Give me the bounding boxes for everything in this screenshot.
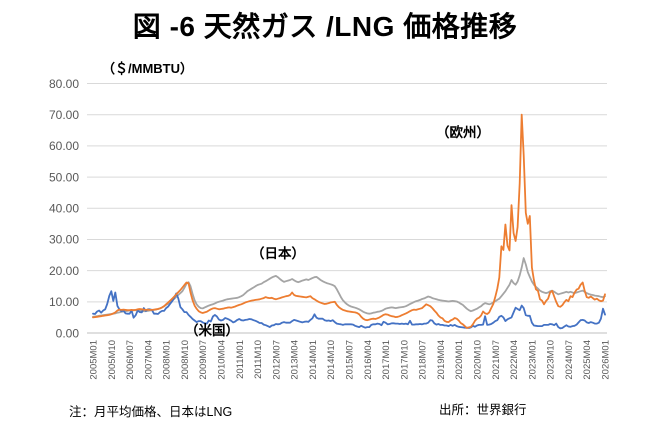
- y-tick-label: 20.00: [49, 264, 79, 278]
- x-tick-label: 2018M07: [418, 340, 429, 380]
- x-tick-label: 2005M10: [107, 340, 118, 380]
- x-tick-label: 2015M07: [345, 340, 356, 380]
- x-tick-label: 2005M01: [89, 340, 100, 380]
- x-tick-label: 2017M01: [381, 340, 392, 380]
- y-tick-label: 0.00: [56, 326, 80, 340]
- series-line-us: [92, 290, 606, 330]
- x-tick-label: 2014M10: [326, 340, 337, 380]
- y-tick-label: 50.00: [49, 170, 79, 184]
- x-tick-label: 2024M07: [564, 340, 575, 380]
- chart-title: 図 -6 天然ガス /LNG 価格推移: [132, 11, 518, 42]
- series-line-japan: [92, 257, 606, 318]
- x-tick-label: 2019M04: [436, 340, 447, 380]
- y-tick-label: 70.00: [49, 108, 79, 122]
- x-tick-label: 2009M07: [198, 340, 209, 380]
- series-label-us: （米国）: [185, 323, 239, 338]
- x-tick-label: 2007M04: [143, 340, 154, 380]
- y-tick-label: 30.00: [49, 233, 79, 247]
- y-tick-label: 80.00: [49, 77, 79, 91]
- x-tick-label: 2011M01: [235, 340, 246, 379]
- x-tick-label: 2012M07: [271, 340, 282, 380]
- x-tick-label: 2023M10: [546, 340, 557, 380]
- x-tick-label: 2021M07: [491, 340, 502, 380]
- y-axis-unit-label: （＄/MMBTU）: [102, 61, 193, 76]
- x-tick-label: 2011M10: [253, 340, 264, 379]
- y-tick-label: 40.00: [49, 202, 79, 216]
- x-tick-label: 2025M04: [582, 340, 593, 380]
- x-tick-label: 2006M07: [125, 340, 136, 380]
- series-label-japan: （日本）: [251, 246, 305, 261]
- x-tick-label: 2013M04: [290, 340, 301, 380]
- x-tick-label: 2008M10: [180, 340, 191, 380]
- footnote: 注：月平均価格、日本はLNG: [69, 405, 233, 419]
- source-note: 出所：世界銀行: [439, 403, 527, 417]
- x-tick-label: 2008M01: [162, 340, 173, 380]
- x-tick-label: 2020M01: [454, 340, 465, 380]
- x-tick-label: 2022M04: [509, 340, 520, 380]
- x-tick-label: 2016M04: [363, 340, 374, 380]
- x-tick-label: 2026M01: [601, 340, 612, 380]
- series-label-europe: （欧州）: [436, 125, 490, 140]
- x-tick-label: 2020M10: [473, 340, 484, 380]
- x-tick-label: 2017M10: [399, 340, 410, 380]
- y-tick-label: 10.00: [49, 295, 79, 309]
- x-tick-label: 2014M01: [308, 340, 319, 380]
- series-line-europe: [92, 113, 606, 329]
- x-tick-label: 2010M04: [217, 340, 228, 380]
- y-tick-label: 60.00: [49, 139, 79, 153]
- x-tick-label: 2023M01: [527, 340, 538, 380]
